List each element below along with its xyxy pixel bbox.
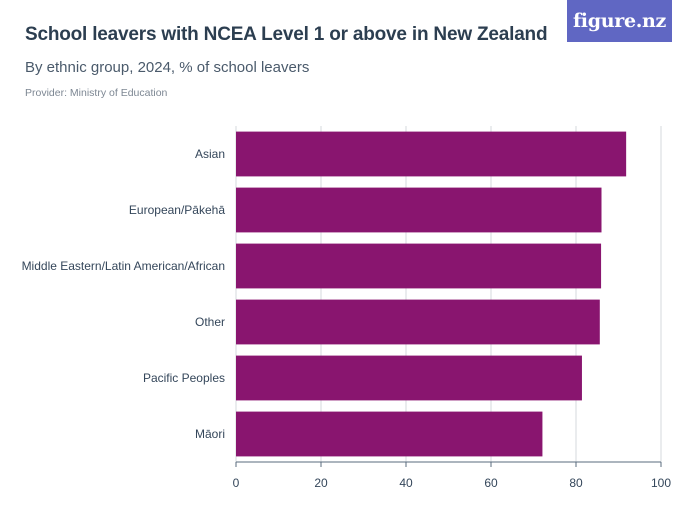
x-tick-label: 20 [314, 476, 328, 490]
x-tick-label: 0 [233, 476, 240, 490]
figure-nz-logo[interactable]: figure.nz [567, 0, 672, 42]
bar-layer [236, 131, 627, 457]
label-layer: 0 20 40 60 80 100 Asian European/Pākehā Middle E… [22, 147, 672, 490]
category-label: Asian [195, 147, 225, 161]
category-label: Pacific Peoples [143, 371, 225, 385]
x-tick-label: 60 [484, 476, 498, 490]
category-label: Other [195, 315, 225, 329]
bar[interactable] [236, 299, 600, 345]
x-tick-label: 100 [651, 476, 671, 490]
bar[interactable] [236, 411, 543, 457]
grid-layer [235, 126, 662, 462]
bar[interactable] [236, 131, 627, 177]
x-tick-label: 80 [569, 476, 583, 490]
category-label: Māori [195, 427, 225, 441]
bar[interactable] [236, 187, 602, 233]
provider-note: Provider: Ministry of Education [25, 87, 168, 99]
bar[interactable] [236, 243, 602, 289]
category-label: Middle Eastern/Latin American/African [22, 259, 225, 273]
axis-layer [235, 461, 662, 467]
page-title: School leavers with NCEA Level 1 or abov… [25, 24, 548, 45]
page-subtitle: By ethnic group, 2024, % of school leave… [25, 59, 310, 76]
category-label: European/Pākehā [129, 203, 225, 217]
x-tick-label: 40 [399, 476, 413, 490]
bar[interactable] [236, 355, 582, 401]
